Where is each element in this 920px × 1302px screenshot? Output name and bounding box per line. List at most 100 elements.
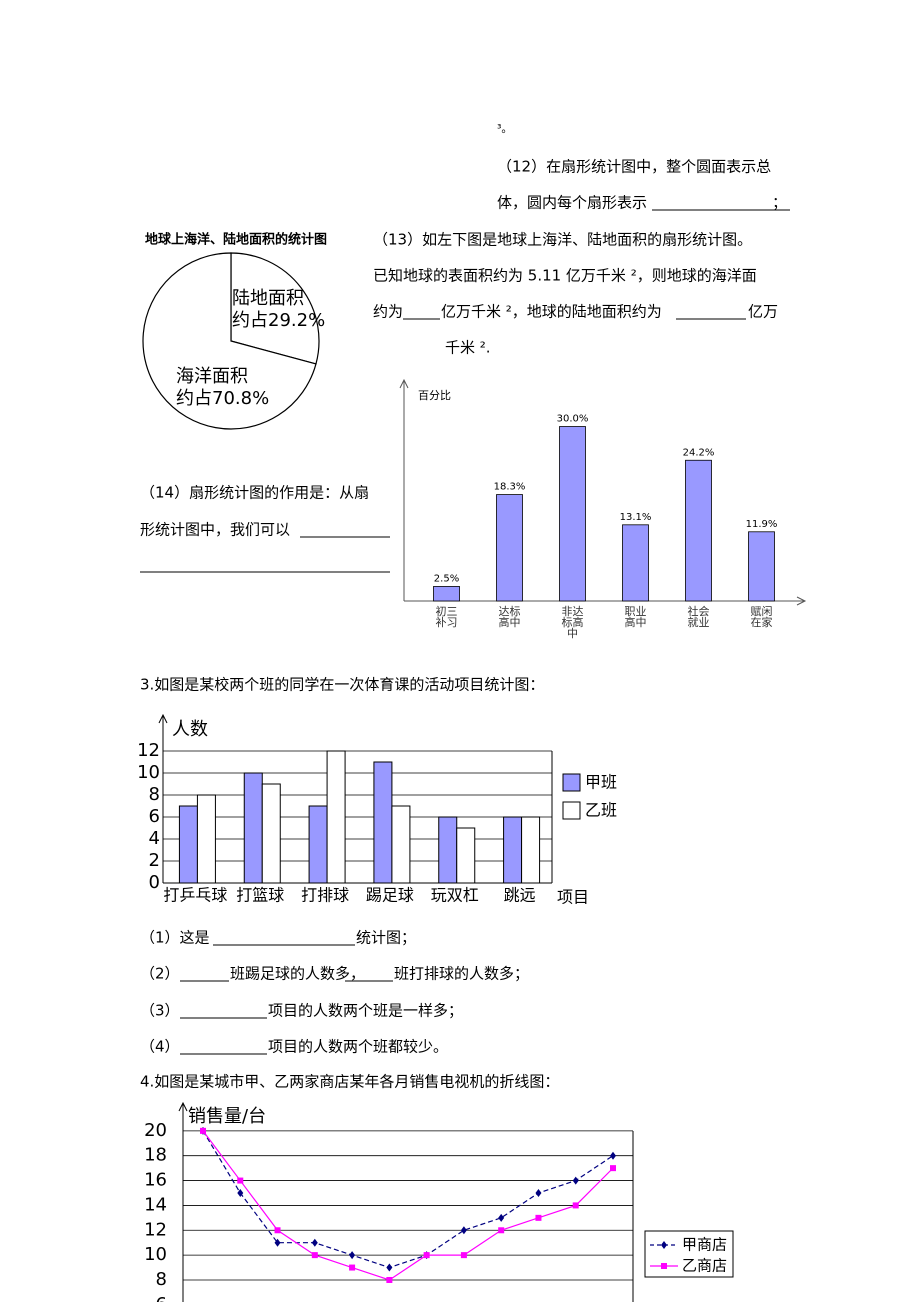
legend-marker (661, 1263, 667, 1269)
page-fragment: ³。 (497, 122, 512, 135)
y-tick-label: 6 (156, 1294, 167, 1302)
y-axis (178, 1101, 188, 1302)
point-marker (311, 1252, 318, 1259)
question-text: 体，圆内每个扇形表示 (497, 194, 647, 212)
y-tick-label: 16 (144, 1170, 167, 1191)
legend-swatch (562, 773, 581, 792)
question-text: （14）扇形统计图的作用是：从扇 (140, 484, 369, 502)
point-marker (535, 1188, 542, 1197)
point-marker (423, 1252, 430, 1259)
point-marker (498, 1213, 505, 1222)
point-marker (349, 1264, 356, 1271)
bar-value-label: 2.5% (434, 573, 459, 584)
bar-value-label: 11.9% (746, 519, 778, 530)
bar (178, 805, 198, 884)
x-axis-label: 项目 (557, 888, 589, 907)
x-tick-label: 打乒乓球 (163, 886, 227, 905)
slice-value-label: 约占70.8% (176, 388, 269, 409)
x-tick-label: 跳远 (504, 886, 536, 905)
question-text: 亿万千米 ²，地球的陆地面积约为 (441, 303, 662, 321)
point-marker (498, 1227, 505, 1234)
question-text: 班踢足球的人数多， (230, 965, 365, 983)
x-tick-label: 踢足球 (366, 886, 414, 905)
y-tick-label: 10 (137, 762, 160, 783)
slice-value-label: 约占29.2% (232, 310, 325, 331)
bar (521, 816, 541, 884)
bar (685, 459, 712, 602)
legend-label: 甲班 (585, 773, 617, 792)
y-tick-label: 18 (144, 1145, 167, 1166)
y-axis-label: 销售量/台 (188, 1106, 266, 1127)
bar (308, 805, 328, 884)
y-tick-label: 12 (144, 1219, 167, 1240)
x-tick-label: 社会就业 (687, 605, 710, 629)
point-marker (572, 1176, 579, 1185)
y-tick-label: 4 (149, 828, 160, 849)
question-text: 班打排球的人数多； (394, 965, 529, 983)
bar (373, 761, 393, 884)
bar (503, 816, 523, 884)
x-tick-label: 达标高中 (498, 605, 521, 629)
legend-label: 乙班 (585, 801, 617, 820)
question-text: 4.如图是某城市甲、乙两家商店某年各月销售电视机的折线图： (140, 1073, 559, 1091)
slice-label: 陆地面积 (232, 288, 304, 309)
legend-swatch (562, 801, 581, 820)
legend-box (644, 1230, 734, 1278)
point-marker (610, 1151, 616, 1160)
y-axis (158, 713, 168, 883)
x-tick-label: 非达标高中 (561, 605, 584, 640)
point-marker (460, 1252, 467, 1259)
bar (196, 794, 216, 884)
question-text: 统计图； (356, 929, 416, 947)
y-axis-label: 人数 (172, 719, 208, 740)
question-text: 项目的人数两个班都较少。 (268, 1038, 448, 1056)
legend-label: 乙商店 (682, 1257, 727, 1275)
bar (391, 805, 411, 884)
pie-slice (230, 252, 320, 365)
slice-label: 海洋面积 (176, 366, 248, 387)
point-marker (460, 1226, 467, 1235)
question-text: 千米 ². (445, 339, 491, 357)
x-tick-label: 打篮球 (236, 886, 284, 905)
x-tick-label: 玩双杠 (431, 886, 479, 905)
point-marker (200, 1127, 206, 1134)
question-text: （2） (140, 965, 180, 983)
bar (326, 750, 346, 884)
x-tick-label: 初三补习 (435, 605, 458, 629)
point-marker (237, 1177, 244, 1184)
point-marker (386, 1276, 393, 1283)
y-axis (399, 378, 409, 601)
bar-value-label: 24.2% (683, 447, 715, 458)
bar (748, 531, 775, 602)
bar-value-label: 13.1% (620, 512, 652, 523)
bar (622, 524, 649, 602)
chart-title: 地球上海洋、陆地面积的统计图 (145, 232, 327, 248)
y-axis-label: 百分比 (418, 389, 451, 402)
point-marker (349, 1251, 356, 1260)
bar-value-label: 18.3% (494, 482, 526, 493)
bar (496, 494, 523, 602)
pie-slice (142, 252, 317, 430)
x-tick-label: 打排球 (301, 886, 349, 905)
point-marker (274, 1227, 281, 1234)
bar (433, 586, 460, 602)
y-tick-label: 20 (144, 1120, 167, 1141)
question-text: 形统计图中，我们可以 (140, 521, 290, 539)
question-text: 3.如图是某校两个班的同学在一次体育课的活动项目统计图： (140, 676, 544, 694)
y-tick-label: 10 (144, 1244, 167, 1265)
bar (261, 783, 281, 884)
x-tick-label: 赋闲在家 (750, 605, 773, 629)
point-marker (237, 1188, 244, 1197)
point-marker (386, 1263, 393, 1272)
question-text: 已知地球的表面积约为 5.11 亿万千米 ²，则地球的海洋面 (373, 267, 757, 285)
point-marker (274, 1238, 281, 1247)
bar (559, 426, 586, 602)
point-marker (311, 1238, 318, 1247)
bar (456, 827, 476, 884)
line-series (202, 1130, 614, 1269)
y-tick-label: 2 (149, 850, 160, 871)
y-tick-label: 0 (149, 872, 160, 893)
point-marker (610, 1165, 616, 1172)
